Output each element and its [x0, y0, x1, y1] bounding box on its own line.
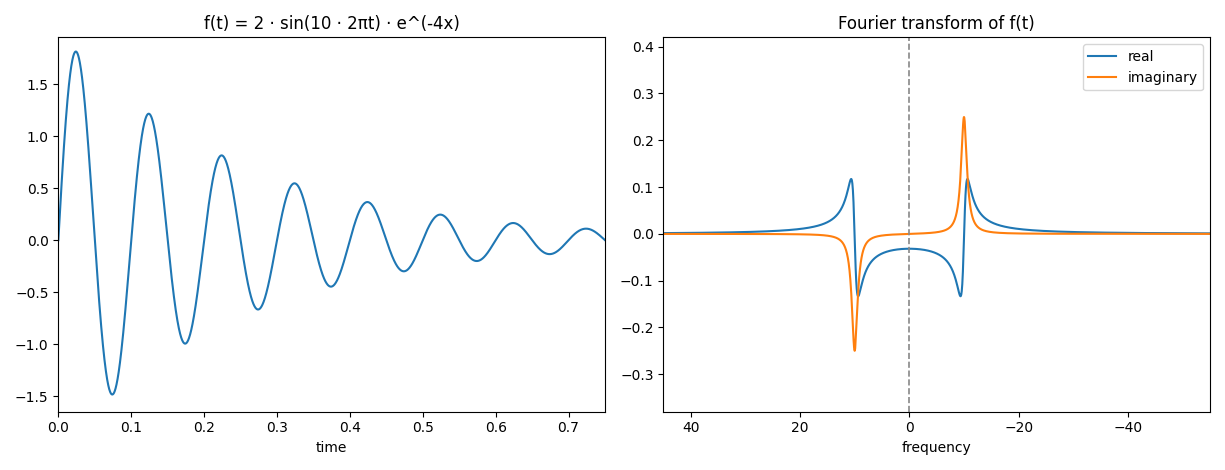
imaginary [1200, 231, 1215, 237]
real [601, 231, 616, 236]
real [844, 176, 859, 182]
real [1166, 230, 1181, 236]
Line: imaginary: imaginary [609, 117, 1210, 351]
X-axis label: time: time [316, 441, 348, 455]
Title: Fourier transform of f(t): Fourier transform of f(t) [838, 15, 1035, 33]
real [1177, 230, 1192, 236]
imaginary [1166, 231, 1181, 237]
Title: f(t) = 2 · sin(10 · 2πt) · e^(-4x): f(t) = 2 · sin(10 · 2πt) · e^(-4x) [203, 15, 459, 33]
imaginary [601, 231, 616, 237]
imaginary [957, 114, 971, 120]
X-axis label: frequency: frequency [902, 441, 971, 455]
real [1203, 231, 1218, 236]
imaginary [1203, 231, 1218, 237]
imaginary [909, 231, 924, 236]
real [1200, 231, 1215, 236]
imaginary [848, 348, 862, 353]
imaginary [1177, 231, 1192, 237]
imaginary [1085, 231, 1100, 237]
Legend: real, imaginary: real, imaginary [1083, 44, 1203, 90]
real [1085, 230, 1100, 235]
imaginary [633, 231, 648, 237]
real [909, 246, 924, 252]
real [953, 293, 968, 299]
Line: real: real [609, 179, 1210, 296]
real [633, 230, 648, 236]
